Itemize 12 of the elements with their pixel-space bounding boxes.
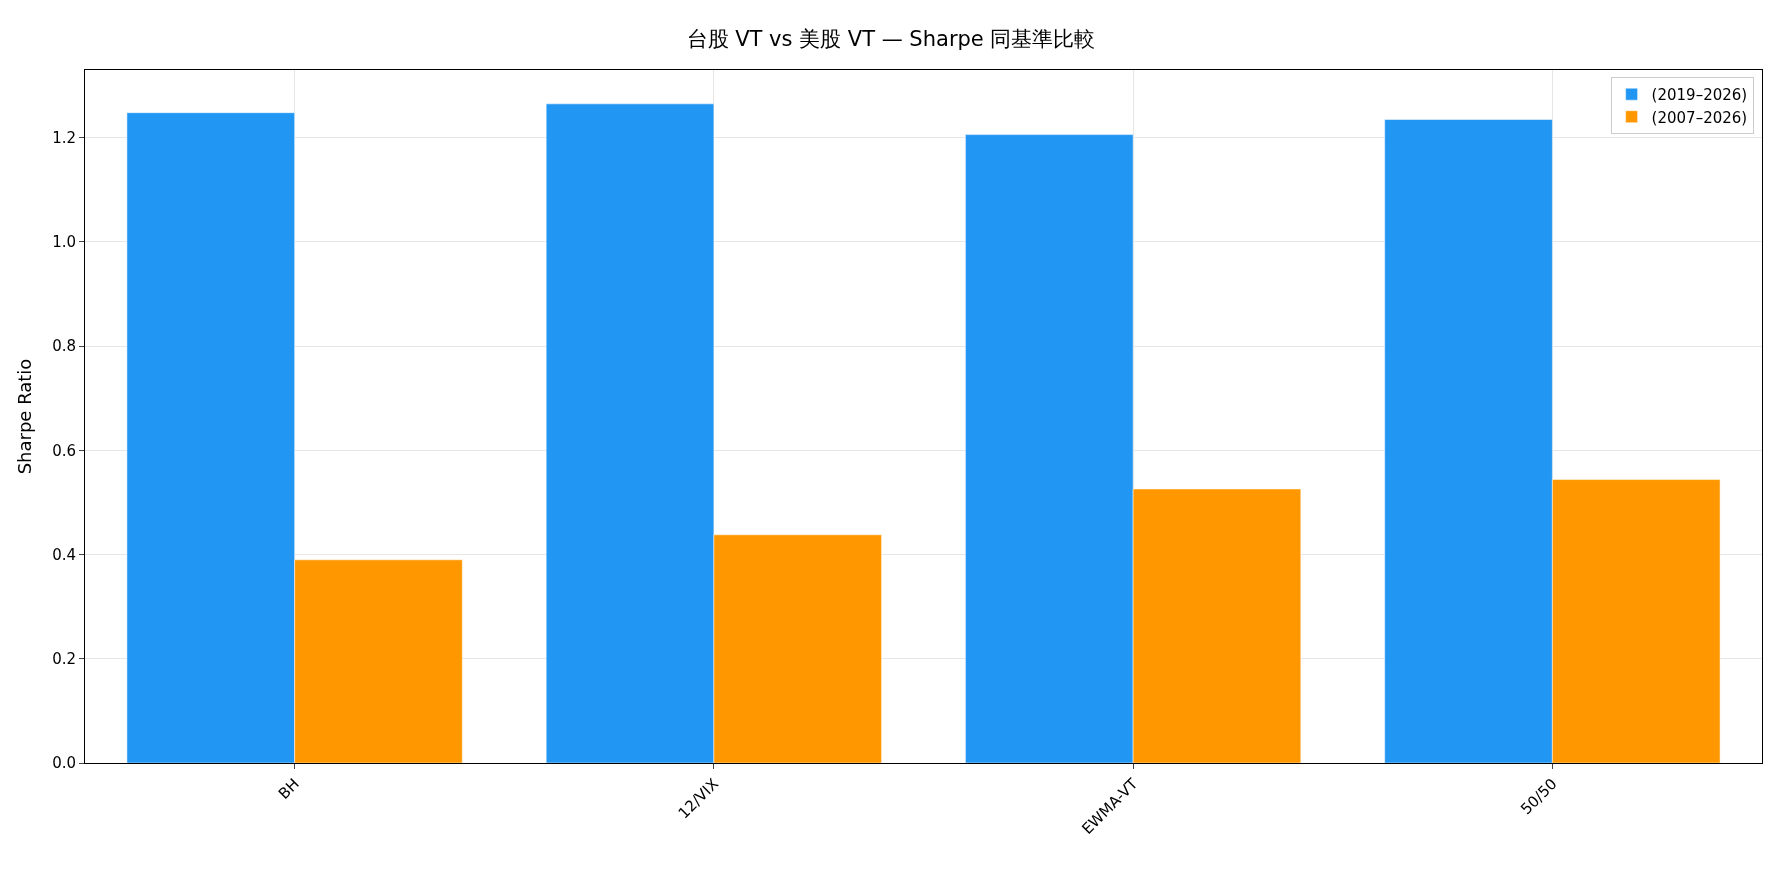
y-tick-label: 1.2 (52, 128, 76, 147)
x-tick-label: BH (274, 774, 303, 803)
y-axis-title: Sharpe Ratio (14, 358, 36, 475)
y-tick-label: 0.8 (52, 337, 76, 356)
y-tick-label: 0.6 (52, 441, 76, 460)
legend-label: (2019–2026) (1651, 86, 1748, 105)
y-tick-label: 0.0 (52, 754, 76, 773)
chart-title: 台股 VT vs 美股 VT — Sharpe 同基準比較 (686, 26, 1096, 51)
y-tick-label: 0.2 (52, 650, 76, 669)
legend-label: (2007–2026) (1651, 108, 1748, 127)
y-tick-label: 0.4 (52, 545, 76, 564)
y-tick-label: 1.0 (52, 233, 76, 252)
